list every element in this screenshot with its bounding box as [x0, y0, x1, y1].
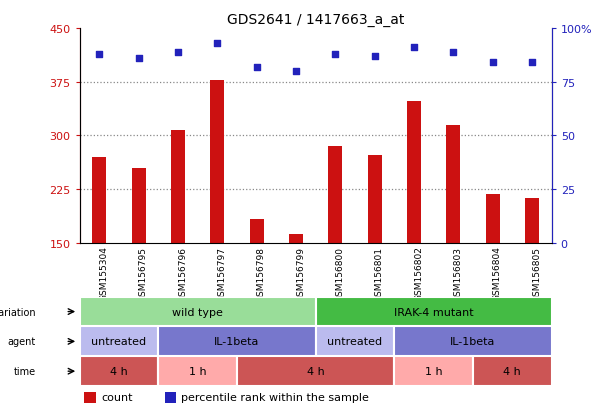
- Bar: [368, 156, 381, 350]
- Bar: [473, 356, 552, 386]
- Point: [488, 60, 498, 66]
- Point: [449, 49, 459, 56]
- Bar: [85, 392, 96, 403]
- Point: [252, 64, 262, 71]
- Bar: [171, 131, 185, 350]
- Text: GSM155304: GSM155304: [99, 246, 109, 301]
- Text: GSM156795: GSM156795: [139, 246, 148, 301]
- Point: [527, 60, 537, 66]
- Text: genotype/variation: genotype/variation: [0, 307, 36, 317]
- Bar: [329, 147, 342, 350]
- Point: [291, 69, 301, 75]
- Bar: [132, 168, 145, 350]
- Text: untreated: untreated: [327, 337, 383, 347]
- Text: count: count: [101, 392, 132, 403]
- Point: [94, 51, 104, 58]
- Bar: [250, 220, 264, 350]
- Text: percentile rank within the sample: percentile rank within the sample: [181, 392, 369, 403]
- Point: [330, 51, 340, 58]
- Point: [409, 45, 419, 52]
- Text: GSM156799: GSM156799: [296, 246, 305, 301]
- Text: GSM156805: GSM156805: [532, 246, 541, 301]
- Text: GSM156803: GSM156803: [454, 246, 462, 301]
- Bar: [316, 297, 552, 327]
- Text: GSM156798: GSM156798: [257, 246, 265, 301]
- Text: 4 h: 4 h: [307, 366, 324, 376]
- Text: 4 h: 4 h: [110, 366, 128, 376]
- Text: untreated: untreated: [91, 337, 147, 347]
- Bar: [80, 356, 158, 386]
- Text: IL-1beta: IL-1beta: [451, 337, 496, 347]
- Bar: [237, 356, 394, 386]
- Title: GDS2641 / 1417663_a_at: GDS2641 / 1417663_a_at: [227, 12, 405, 26]
- Bar: [158, 327, 316, 356]
- Text: GSM156800: GSM156800: [335, 246, 345, 301]
- Point: [134, 56, 143, 62]
- Bar: [446, 126, 460, 350]
- Text: 4 h: 4 h: [503, 366, 521, 376]
- Bar: [525, 198, 539, 350]
- Text: agent: agent: [7, 337, 36, 347]
- Bar: [165, 392, 177, 403]
- Text: 1 h: 1 h: [425, 366, 443, 376]
- Text: 1 h: 1 h: [189, 366, 207, 376]
- Point: [370, 53, 379, 60]
- Text: GSM156797: GSM156797: [218, 246, 226, 301]
- Bar: [80, 297, 316, 327]
- Point: [213, 40, 223, 47]
- Bar: [289, 234, 303, 350]
- Bar: [158, 356, 237, 386]
- Text: time: time: [13, 366, 36, 376]
- Text: IL-1beta: IL-1beta: [215, 337, 260, 347]
- Bar: [210, 81, 224, 350]
- Bar: [486, 195, 500, 350]
- Bar: [407, 102, 421, 350]
- Bar: [80, 327, 158, 356]
- Bar: [93, 157, 106, 350]
- Text: GSM156802: GSM156802: [414, 246, 423, 301]
- Bar: [316, 327, 394, 356]
- Text: GSM156801: GSM156801: [375, 246, 384, 301]
- Bar: [394, 327, 552, 356]
- Bar: [394, 356, 473, 386]
- Text: GSM156804: GSM156804: [493, 246, 501, 301]
- Point: [173, 49, 183, 56]
- Text: GSM156796: GSM156796: [178, 246, 187, 301]
- Text: IRAK-4 mutant: IRAK-4 mutant: [394, 307, 473, 317]
- Text: wild type: wild type: [172, 307, 223, 317]
